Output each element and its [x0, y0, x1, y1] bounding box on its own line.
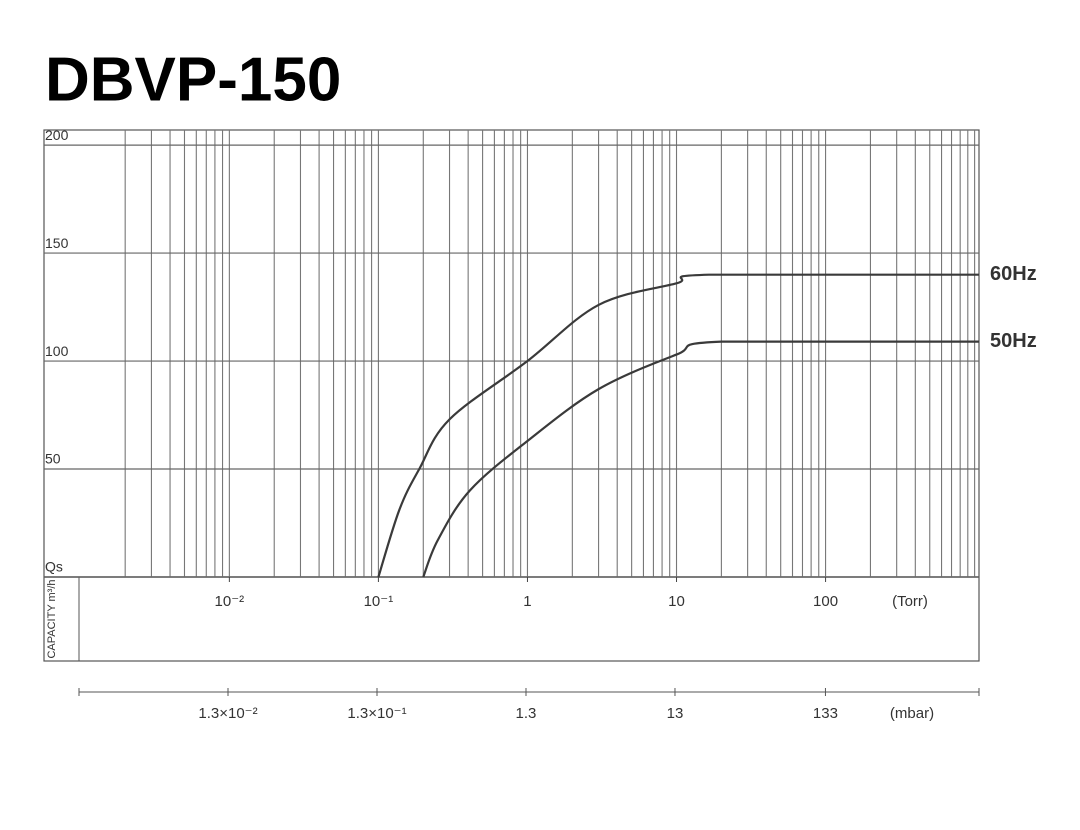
- x-tick-label: 10⁻²: [215, 593, 245, 610]
- x2-unit: (mbar): [890, 705, 934, 722]
- y-tick-label: 200: [45, 127, 69, 143]
- x2-tick-label: 1.3×10⁻²: [198, 705, 257, 722]
- x-unit: (Torr): [892, 593, 928, 610]
- x2-tick-label: 133: [813, 705, 838, 722]
- x2-tick-label: 13: [667, 705, 684, 722]
- chart-title: DBVP-150: [45, 45, 341, 114]
- y-tick-label: 50: [45, 451, 61, 467]
- x-tick-label: 10⁻¹: [364, 593, 394, 610]
- y-tick-label: Qs: [45, 559, 63, 575]
- x-tick-label: 100: [813, 593, 838, 610]
- y-axis-label: CAPACITY m³/h: [46, 579, 58, 658]
- series-line: [422, 340, 979, 578]
- series-label: 50Hz: [990, 330, 1037, 352]
- x2-tick-label: 1.3: [516, 705, 537, 722]
- x-tick-label: 1: [523, 593, 531, 610]
- x2-tick-label: 1.3×10⁻¹: [347, 705, 406, 722]
- series-line: [377, 273, 979, 578]
- plot-frame: [43, 129, 980, 662]
- y-tick-label: 150: [45, 235, 69, 251]
- x-tick-label: 10: [668, 593, 685, 610]
- y-tick-label: 100: [45, 343, 69, 359]
- series-label: 60Hz: [990, 263, 1037, 285]
